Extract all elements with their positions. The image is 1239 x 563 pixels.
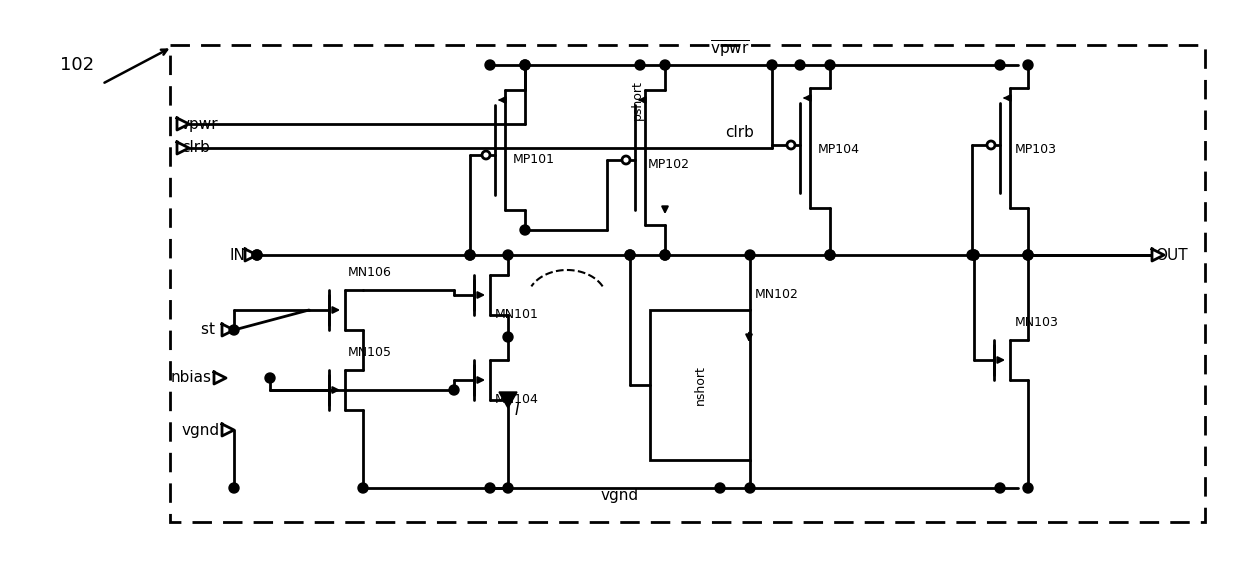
Text: MP102: MP102 [648, 158, 690, 171]
Circle shape [995, 483, 1005, 493]
Circle shape [484, 483, 496, 493]
Circle shape [767, 60, 777, 70]
Circle shape [229, 483, 239, 493]
Circle shape [229, 325, 239, 335]
Circle shape [660, 250, 670, 260]
Circle shape [636, 60, 646, 70]
Circle shape [969, 250, 979, 260]
Circle shape [660, 60, 670, 70]
Circle shape [825, 250, 835, 260]
Text: OUT: OUT [1155, 248, 1188, 262]
Text: vpwr: vpwr [181, 117, 218, 132]
Circle shape [987, 141, 995, 149]
Circle shape [449, 385, 458, 395]
Circle shape [825, 250, 835, 260]
Text: nshort: nshort [694, 365, 706, 405]
Bar [650, 310, 750, 460]
Circle shape [252, 250, 261, 260]
Circle shape [482, 151, 489, 159]
Circle shape [624, 250, 636, 260]
Polygon shape [245, 249, 256, 261]
Circle shape [715, 483, 725, 493]
Circle shape [795, 60, 805, 70]
Circle shape [1023, 250, 1033, 260]
Text: MN102: MN102 [755, 288, 799, 301]
Circle shape [1023, 60, 1033, 70]
Text: IN: IN [229, 248, 245, 262]
Circle shape [503, 250, 513, 260]
Circle shape [1023, 250, 1033, 260]
Circle shape [358, 483, 368, 493]
Circle shape [503, 332, 513, 342]
Circle shape [745, 250, 755, 260]
Circle shape [520, 60, 530, 70]
Text: vgnd: vgnd [182, 422, 221, 437]
Text: clrb: clrb [181, 141, 209, 155]
Circle shape [252, 250, 261, 260]
Circle shape [465, 250, 475, 260]
Text: MN105: MN105 [348, 346, 392, 359]
Circle shape [966, 250, 978, 260]
Text: MN101: MN101 [496, 308, 539, 321]
Circle shape [825, 60, 835, 70]
Circle shape [969, 250, 979, 260]
Polygon shape [177, 118, 190, 130]
Circle shape [484, 60, 496, 70]
Circle shape [745, 483, 755, 493]
Circle shape [1023, 483, 1033, 493]
Text: clrb: clrb [725, 125, 753, 140]
Circle shape [622, 156, 629, 164]
Circle shape [660, 250, 670, 260]
Text: nbias: nbias [171, 370, 212, 386]
Text: MP104: MP104 [818, 143, 860, 156]
Text: I: I [515, 403, 519, 418]
Text: pshort: pshort [631, 80, 643, 120]
Text: $\overline{\rm vpwr}$: $\overline{\rm vpwr}$ [710, 39, 750, 60]
Text: MP101: MP101 [513, 153, 555, 166]
Circle shape [520, 225, 530, 235]
Text: st: st [201, 323, 221, 337]
Circle shape [787, 141, 795, 149]
Polygon shape [222, 324, 234, 336]
Circle shape [520, 60, 530, 70]
Polygon shape [177, 142, 190, 154]
Polygon shape [1152, 249, 1163, 261]
Polygon shape [214, 372, 225, 384]
Text: MN106: MN106 [348, 266, 392, 279]
Circle shape [265, 373, 275, 383]
Text: vgnd: vgnd [601, 488, 639, 503]
Circle shape [995, 60, 1005, 70]
Text: MN104: MN104 [496, 393, 539, 406]
Text: MP103: MP103 [1015, 143, 1057, 156]
Circle shape [465, 250, 475, 260]
Text: MN103: MN103 [1015, 316, 1059, 329]
Polygon shape [222, 424, 234, 436]
Circle shape [624, 250, 636, 260]
Polygon shape [499, 392, 517, 408]
Circle shape [503, 483, 513, 493]
Text: 102: 102 [59, 56, 94, 74]
